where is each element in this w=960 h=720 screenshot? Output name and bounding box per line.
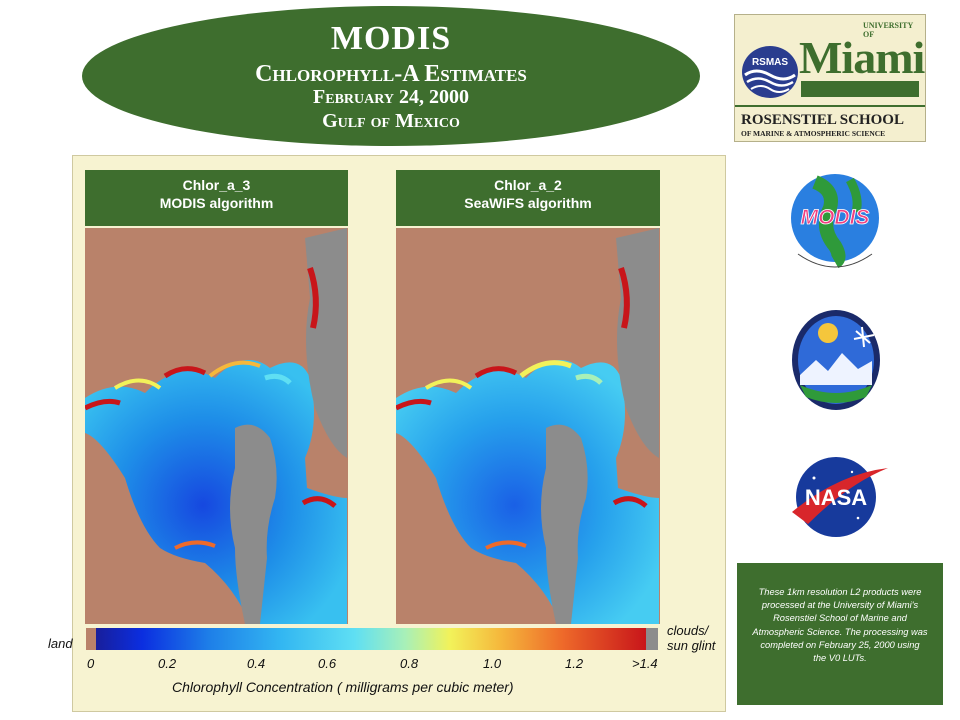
marine-atmospheric-text: OF MARINE & ATMOSPHERIC SCIENCE [741,129,886,138]
panel-header-modis: Chlor_a_3 MODIS algorithm [85,170,348,226]
note-line: Rosenstiel School of Marine and [773,613,907,624]
map-image-right [396,228,660,624]
colorbar-tick: 0.2 [158,656,177,671]
land-label: land [48,636,73,651]
chlorophyll-map-seawifs [396,228,660,624]
colorbar-tick: 0.4 [247,656,266,671]
panel-header-seawifs: Chlor_a_2 SeaWiFS algorithm [396,170,660,226]
note-line: processed at the University of Miami's [761,600,919,611]
colorbar-axis-label: Chlorophyll Concentration ( milligrams p… [172,679,514,695]
product-name-left: Chlor_a_3 [182,177,251,193]
title-line-region: Gulf of Mexico [322,110,460,132]
colorbar-tick: 1.0 [483,656,502,671]
processing-note: These 1km resolution L2 products were pr… [737,563,943,705]
colorbar-tick: 1.2 [565,656,584,671]
rosenstiel-school-text: ROSENSTIEL SCHOOL [741,112,904,128]
colorbar-tick: 0 [87,656,95,671]
colorbar [86,628,646,650]
nasa-logo-text: NASA [805,485,867,510]
colorbar-tick: 0.6 [318,656,337,671]
colorbar-tick: >1.4 [632,656,658,671]
miami-wordmark: Miami [799,32,925,83]
university-of-text: UNIVERSITY OF [863,21,913,39]
clouds-label: clouds/ sun glint [667,623,715,653]
note-line: Atmospheric Science. The processing was [752,626,928,637]
note-line: completed on February 25, 2000 using [760,639,920,650]
algorithm-name-right: SeaWiFS algorithm [464,195,592,211]
note-line: the V0 LUTs. [813,653,867,664]
logo-divider [735,105,925,107]
university-of-miami-logo: RSMAS UNIVERSITY OF Miami ROSENSTIEL SCH… [734,14,926,142]
chlorophyll-map-modis [85,228,348,624]
title-line-modis: MODIS [330,20,452,57]
modis-logo-text: MODIS [801,206,870,229]
product-name-right: Chlor_a_2 [494,177,562,193]
modis-globe-icon: MODIS [791,174,879,269]
note-line: These 1km resolution L2 products were [758,587,922,597]
logo-green-bar [801,81,919,97]
terra-mission-patch-icon [792,310,880,410]
title-line-date: February 24, 2000 [313,86,469,108]
rsmas-wave-icon: RSMAS [742,46,798,98]
land-color-swatch [86,628,96,650]
clouds-label-line1: clouds/ [667,623,709,638]
colorbar-tick: 0.8 [400,656,419,671]
title-line-chlorophyll: Chlorophyll-A Estimates [255,61,527,87]
nasa-meatball-icon: NASA [792,457,888,537]
clouds-label-line2: sun glint [667,638,716,653]
cloud-color-swatch [646,628,658,650]
algorithm-name-left: MODIS algorithm [159,195,274,211]
map-image-left [85,228,348,624]
rsmas-text: RSMAS [752,57,788,68]
title-banner: MODIS Chlorophyll-A Estimates February 2… [82,6,700,146]
